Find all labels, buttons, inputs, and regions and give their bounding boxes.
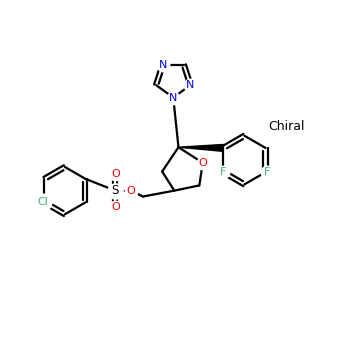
Text: N: N [159, 60, 167, 70]
Text: O: O [198, 158, 207, 168]
Text: Cl: Cl [37, 197, 48, 208]
Text: Chiral: Chiral [268, 120, 304, 133]
Text: N: N [186, 80, 195, 90]
Text: O: O [111, 169, 120, 179]
Text: F: F [264, 167, 271, 177]
Text: F: F [220, 167, 226, 177]
Text: N: N [169, 92, 177, 103]
Text: O: O [127, 186, 135, 196]
Text: O: O [111, 202, 120, 212]
Polygon shape [178, 145, 223, 152]
Text: S: S [112, 184, 119, 197]
